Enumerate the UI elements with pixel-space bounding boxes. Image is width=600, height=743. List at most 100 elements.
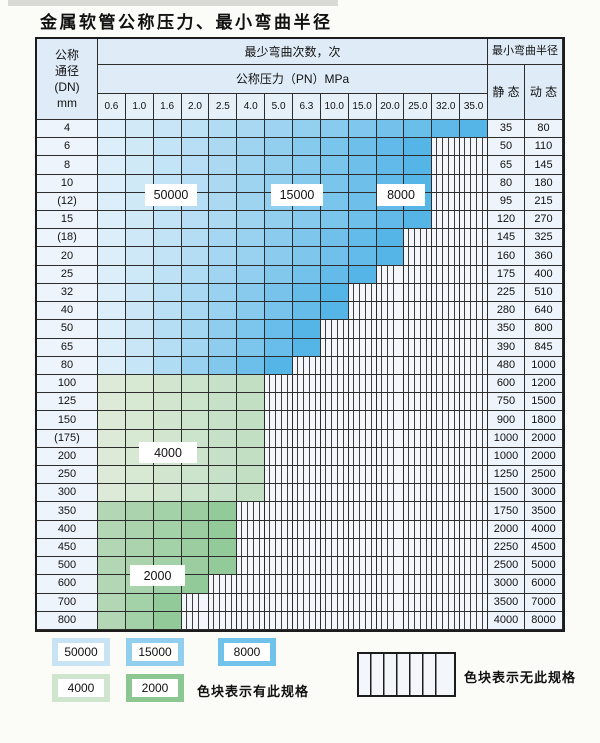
no-spec-hatch-cell [348, 593, 377, 612]
no-spec-hatch-cell [348, 520, 377, 539]
dn-cell: 4 [37, 120, 98, 139]
static-radius-cell: 900 [488, 411, 525, 430]
pressure-cell [209, 502, 238, 521]
legend-swatch-15000-label: 15000 [132, 643, 178, 661]
dynamic-radius-cell: 7000 [525, 593, 563, 612]
pressure-cell [181, 557, 210, 576]
pressure-cell [265, 356, 293, 375]
no-spec-hatch-cell [460, 320, 488, 339]
pressure-cell [237, 192, 266, 212]
static-radius-cell: 4000 [488, 611, 525, 630]
dynamic-radius-cell: 3500 [525, 502, 563, 521]
no-spec-hatch-cell [404, 502, 433, 521]
pressure-cell [153, 283, 182, 303]
no-spec-hatch-cell [460, 192, 488, 212]
no-spec-hatch-cell [460, 557, 488, 576]
no-spec-hatch-cell [293, 411, 321, 430]
pressure-cell [98, 356, 126, 375]
pressure-cell [181, 502, 210, 521]
legend-swatch-8000: 8000 [218, 638, 276, 666]
dn-cell: 400 [37, 520, 98, 539]
pressure-cell [237, 393, 266, 412]
static-radius-cell: 3500 [488, 593, 525, 612]
pressure-cell [181, 338, 210, 357]
pressure-cell [98, 429, 126, 448]
pressure-cell [237, 247, 266, 266]
dynamic-radius-cell: 8000 [525, 611, 563, 630]
no-spec-hatch-cell [320, 557, 349, 576]
legend-swatch-8000-label: 8000 [224, 643, 270, 661]
pressure-tick: 6.3 [293, 94, 321, 120]
pressure-cell [98, 174, 126, 193]
no-spec-hatch-cell [404, 520, 433, 539]
pressure-cell [293, 211, 321, 230]
no-spec-hatch-cell [460, 393, 488, 412]
pressure-cell [98, 502, 126, 521]
no-spec-hatch-cell [320, 484, 349, 503]
pressure-tick: 2.0 [181, 94, 210, 120]
no-spec-hatch-cell [432, 557, 461, 576]
pressure-cell [181, 484, 210, 503]
no-spec-hatch-cell [432, 502, 461, 521]
pressure-cell [265, 211, 293, 230]
no-spec-hatch-cell [209, 593, 238, 612]
pressure-cell [181, 520, 210, 539]
pressure-cell [125, 338, 154, 357]
pressure-cell [181, 356, 210, 375]
pressure-cell [320, 229, 349, 248]
pressure-cell [348, 138, 377, 157]
pressure-cell [348, 265, 377, 284]
no-spec-hatch-cell [320, 593, 349, 612]
pressure-cell [209, 229, 238, 248]
pressure-cell [376, 138, 405, 157]
pressure-cell [404, 120, 433, 139]
no-spec-hatch-cell [404, 320, 433, 339]
static-radius-cell: 160 [488, 247, 525, 266]
no-spec-hatch-cell [404, 374, 433, 394]
pressure-cell [98, 484, 126, 503]
no-spec-hatch-cell [432, 393, 461, 412]
pressure-cell [98, 265, 126, 284]
no-spec-hatch-cell [432, 538, 461, 558]
pressure-cell [209, 138, 238, 157]
pressure-cell [153, 356, 182, 375]
pressure-cell [181, 302, 210, 321]
no-spec-hatch-cell [348, 538, 377, 558]
pressure-cell [153, 374, 182, 394]
dynamic-radius-cell: 1200 [525, 374, 563, 394]
no-spec-hatch-cell [404, 302, 433, 321]
pressure-cell [237, 338, 266, 357]
pressure-tick: 1.6 [153, 94, 182, 120]
pressure-cell [376, 120, 405, 139]
no-spec-hatch-cell [293, 538, 321, 558]
dn-cell: (175) [37, 429, 98, 448]
pressure-cell [293, 138, 321, 157]
no-spec-hatch-cell [404, 229, 433, 248]
no-spec-hatch-cell [265, 557, 293, 576]
no-spec-hatch-cell [293, 447, 321, 467]
static-radius-cell: 145 [488, 229, 525, 248]
pressure-cell [153, 484, 182, 503]
static-radius-cell: 750 [488, 393, 525, 412]
header-dynamic: 动 态 [525, 65, 563, 120]
header-dn-line4: mm [57, 96, 77, 110]
no-spec-hatch-cell [376, 502, 405, 521]
pressure-cell [376, 247, 405, 266]
no-spec-hatch-cell [432, 611, 461, 630]
no-spec-hatch-cell [265, 593, 293, 612]
no-spec-hatch-cell [376, 356, 405, 375]
pressure-cell [98, 320, 126, 339]
no-spec-hatch-cell [265, 611, 293, 630]
pressure-cell [125, 211, 154, 230]
pressure-cell [125, 302, 154, 321]
static-radius-cell: 3000 [488, 575, 525, 594]
pressure-cell [320, 138, 349, 157]
dynamic-radius-cell: 1000 [525, 356, 563, 375]
no-spec-hatch-cell [376, 411, 405, 430]
no-spec-hatch-cell [348, 283, 377, 303]
dynamic-radius-cell: 145 [525, 156, 563, 175]
no-spec-hatch-cell [432, 320, 461, 339]
pressure-cell [181, 538, 210, 558]
pressure-cell [376, 211, 405, 230]
no-spec-hatch-cell [293, 575, 321, 594]
